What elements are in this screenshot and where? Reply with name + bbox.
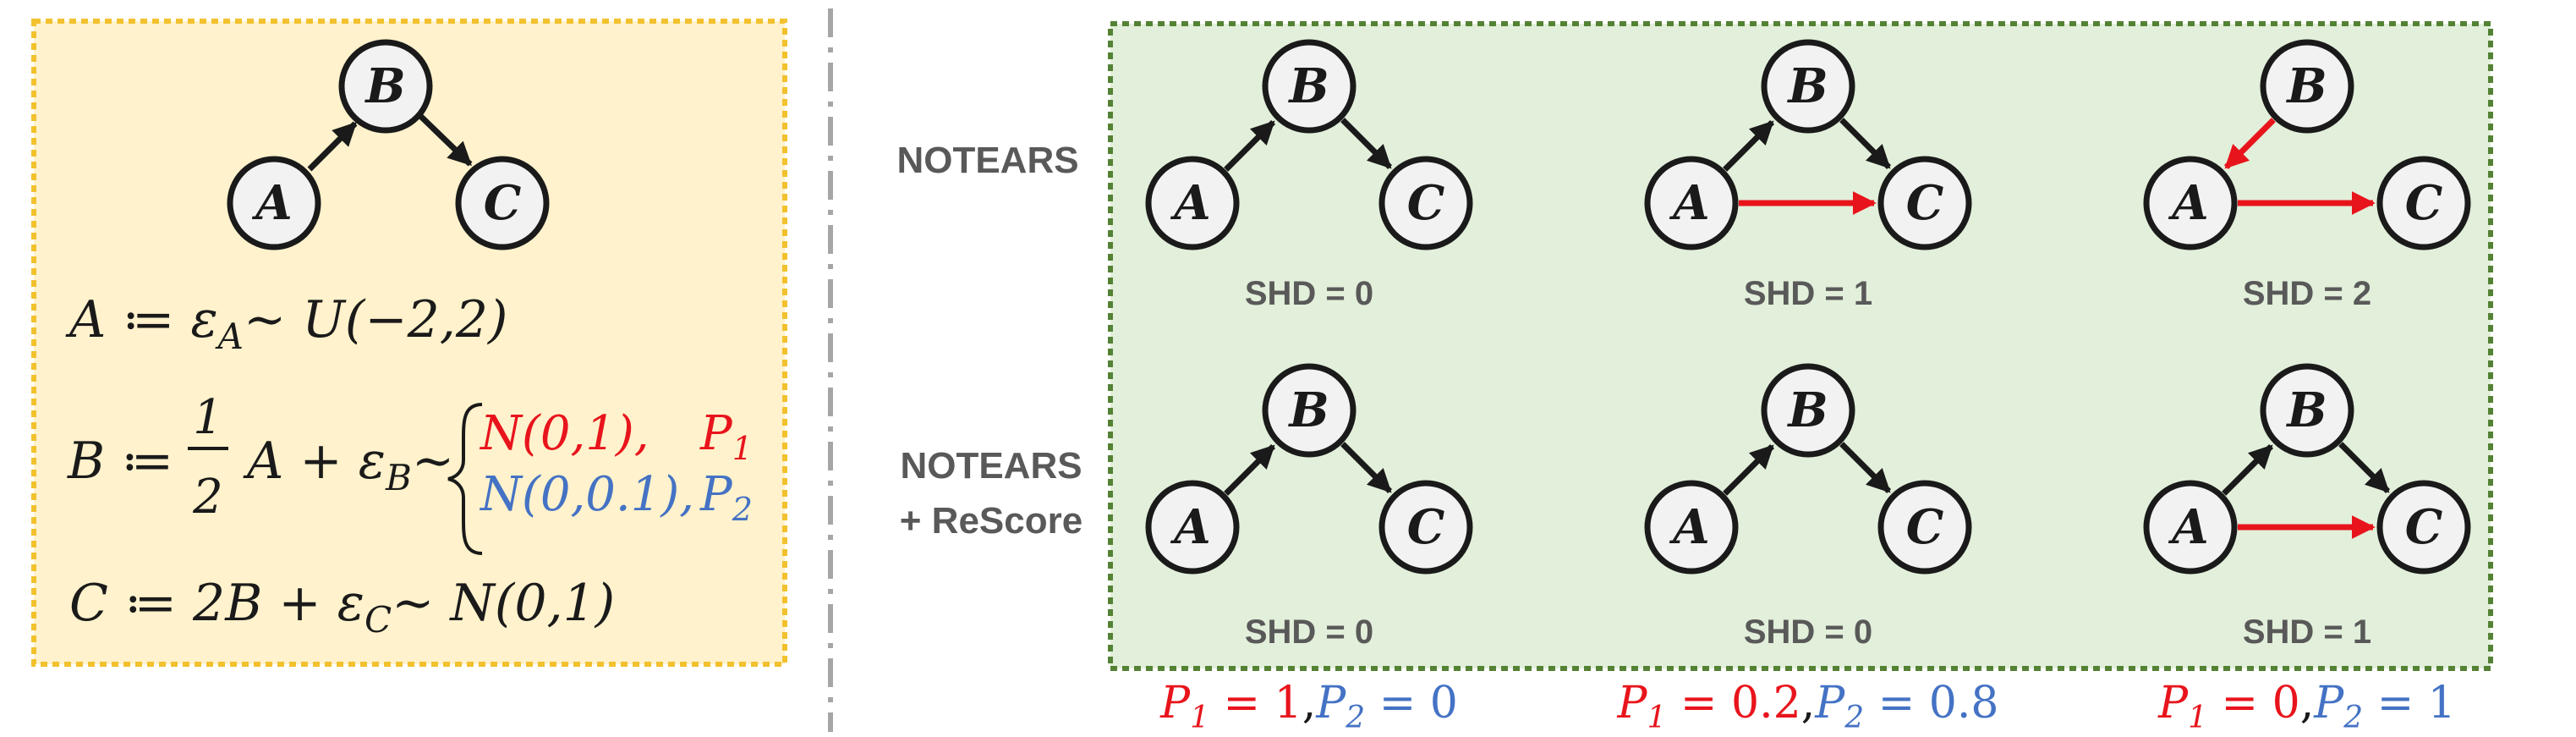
node-c bbox=[1378, 156, 1473, 250]
node-b bbox=[2260, 363, 2354, 458]
scm-panel bbox=[31, 19, 787, 667]
prob-caption-3: P1 = 0,P2 = 1 bbox=[2157, 678, 2456, 735]
node-a bbox=[1644, 156, 1739, 250]
node-b-label: B bbox=[1786, 58, 1828, 114]
svg-text:N(0,1),: N(0,1), bbox=[479, 406, 649, 461]
edge-b-c bbox=[1839, 118, 1892, 170]
shd-r2-c3: SHD = 1 bbox=[2243, 613, 2371, 651]
edge-b-c bbox=[1340, 118, 1393, 170]
edge-b-c bbox=[2338, 442, 2391, 494]
scm-dag: B A C bbox=[227, 39, 550, 250]
node-a-label: A bbox=[1669, 499, 1709, 555]
node-b-label: B bbox=[364, 58, 405, 114]
edge-b-a-wrong bbox=[2223, 118, 2276, 170]
edge-a-b bbox=[1224, 119, 1276, 172]
node-b-label: B bbox=[2285, 382, 2327, 438]
node-a bbox=[2143, 480, 2238, 575]
edge-a-b bbox=[1224, 443, 1276, 496]
node-b bbox=[1262, 39, 1357, 134]
node-a-label: A bbox=[2168, 499, 2208, 555]
node-b-label: B bbox=[1287, 382, 1329, 438]
svg-text:P2: P2 bbox=[699, 467, 753, 528]
shd-r1-c1: SHD = 0 bbox=[1245, 275, 1373, 312]
node-a bbox=[227, 156, 321, 250]
edge-a-b bbox=[1723, 119, 1775, 172]
dag-r2-c3: B A C bbox=[2143, 363, 2471, 575]
dag-r1-c2: B A C bbox=[1644, 39, 1972, 250]
node-c-label: C bbox=[1407, 175, 1445, 231]
node-a-label: A bbox=[1170, 499, 1210, 555]
shd-r2-c1: SHD = 0 bbox=[1245, 613, 1373, 651]
node-c bbox=[2376, 480, 2471, 575]
edge-b-c bbox=[1839, 442, 1892, 494]
node-a bbox=[1644, 480, 1739, 575]
svg-text:A ≔ εA∼ U(−2,2): A ≔ εA∼ U(−2,2) bbox=[65, 290, 507, 357]
row-label-rescore-line1: NOTEARS bbox=[900, 445, 1082, 487]
row-label-notears: NOTEARS bbox=[896, 140, 1078, 181]
node-a-label: A bbox=[1669, 175, 1709, 231]
edge-b-c bbox=[417, 113, 473, 167]
node-b bbox=[338, 39, 433, 134]
node-a bbox=[2143, 156, 2238, 250]
svg-text:P1: P1 bbox=[699, 406, 753, 467]
edge-b-c bbox=[1340, 442, 1393, 494]
node-b-label: B bbox=[2285, 58, 2327, 114]
svg-text:2: 2 bbox=[192, 470, 223, 525]
svg-text:C ≔ 2B + εC∼ N(0,1): C ≔ 2B + εC∼ N(0,1) bbox=[69, 574, 615, 641]
node-c bbox=[1877, 156, 1972, 250]
svg-text:A + εB∼: A + εB∼ bbox=[243, 432, 454, 498]
node-a-label: A bbox=[251, 175, 292, 231]
node-a-label: A bbox=[1170, 175, 1210, 231]
svg-text:1: 1 bbox=[193, 390, 223, 445]
node-b bbox=[1761, 39, 1855, 134]
equation-b: B ≔ 1 2 A + εB∼ N(0,1), P1 N(0,0.1), P2 bbox=[67, 390, 753, 555]
node-c-label: C bbox=[484, 175, 522, 231]
edge-a-b bbox=[2222, 443, 2274, 496]
shd-r1-c2: SHD = 1 bbox=[1744, 275, 1872, 312]
brace bbox=[447, 403, 483, 555]
node-b-label: B bbox=[1287, 58, 1329, 114]
svg-text:B ≔: B ≔ bbox=[67, 432, 173, 491]
dag-r1-c1: B A C bbox=[1145, 39, 1473, 250]
node-c-label: C bbox=[1906, 175, 1944, 231]
node-c-label: C bbox=[2405, 499, 2443, 555]
equation-a: A ≔ εA∼ U(−2,2) bbox=[65, 290, 507, 357]
prob-caption-1: P1 = 1,P2 = 0 bbox=[1159, 678, 1458, 735]
node-b bbox=[1262, 363, 1357, 458]
node-c-label: C bbox=[1906, 499, 1944, 555]
node-c bbox=[455, 156, 550, 250]
node-c bbox=[2376, 156, 2471, 250]
svg-text:N(0,0.1),: N(0,0.1), bbox=[479, 467, 694, 522]
shd-r1-c3: SHD = 2 bbox=[2243, 275, 2371, 312]
equation-c: C ≔ 2B + εC∼ N(0,1) bbox=[69, 574, 615, 641]
dag-r2-c2: B A C bbox=[1644, 363, 1972, 575]
shd-r2-c2: SHD = 0 bbox=[1744, 613, 1872, 651]
dag-r2-c1: B A C bbox=[1145, 363, 1473, 575]
node-a-label: A bbox=[2168, 175, 2208, 231]
edge-a-b bbox=[307, 121, 358, 172]
node-c-label: C bbox=[1407, 499, 1445, 555]
row-label-rescore-line2: + ReScore bbox=[900, 500, 1082, 542]
node-a bbox=[1145, 480, 1240, 575]
graph-grid: B A C B A C B A C B A C B A C B A C bbox=[1145, 39, 2471, 575]
node-b-label: B bbox=[1786, 382, 1828, 438]
prob-caption-2: P1 = 0.2,P2 = 0.8 bbox=[1617, 678, 1999, 735]
node-a bbox=[1145, 156, 1240, 250]
edge-a-b bbox=[1723, 443, 1775, 496]
node-b bbox=[2260, 39, 2354, 134]
node-c bbox=[1378, 480, 1473, 575]
node-b bbox=[1761, 363, 1855, 458]
node-c bbox=[1877, 480, 1972, 575]
dag-r1-c3: B A C bbox=[2143, 39, 2471, 250]
node-c-label: C bbox=[2405, 175, 2443, 231]
